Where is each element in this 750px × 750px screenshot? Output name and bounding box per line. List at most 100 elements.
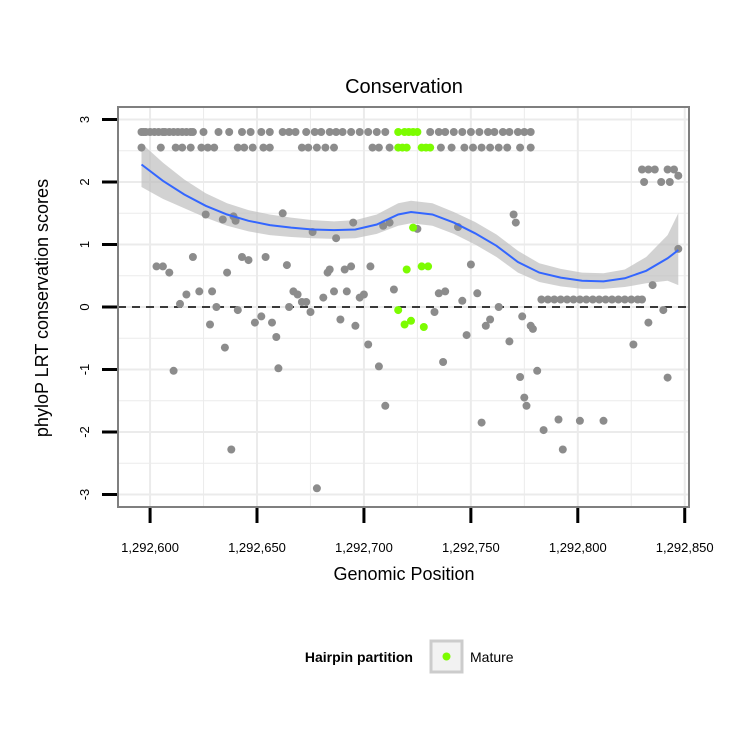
panel-border: [117, 106, 690, 508]
point-other: [304, 143, 313, 152]
point-other: [349, 218, 358, 227]
point-other: [188, 253, 197, 261]
point-other: [537, 295, 546, 304]
point-other: [203, 143, 212, 152]
point-other: [569, 295, 578, 304]
point-other: [325, 265, 334, 274]
point-other: [285, 128, 294, 136]
point-other: [317, 128, 326, 136]
point-other: [516, 373, 525, 381]
point-other: [601, 295, 610, 304]
y-tick-label: -3: [77, 489, 92, 501]
point-other: [469, 143, 477, 152]
point-mature: [417, 262, 426, 271]
point-other: [233, 306, 242, 315]
point-other: [366, 262, 375, 271]
point-other: [381, 128, 390, 136]
point-other: [257, 312, 266, 321]
point-other: [640, 178, 649, 186]
chart-title: Conservation: [345, 76, 463, 98]
point-other: [505, 128, 514, 136]
point-other: [638, 295, 646, 304]
point-other: [599, 416, 608, 425]
point-other: [494, 303, 503, 311]
point-other: [554, 415, 563, 424]
confidence-ribbon: [141, 143, 679, 289]
point-other: [259, 143, 268, 152]
point-other: [372, 128, 381, 136]
point-other: [340, 265, 349, 274]
point-other: [233, 143, 242, 152]
point-other: [310, 128, 319, 136]
y-tick-label: 3: [77, 116, 92, 123]
point-other: [268, 318, 276, 327]
point-other: [518, 312, 527, 321]
point-other: [498, 128, 507, 136]
point-other: [250, 318, 259, 327]
point-other: [364, 128, 373, 136]
point-other: [486, 143, 495, 152]
point-other: [240, 143, 249, 152]
point-other: [171, 143, 180, 152]
point-mature: [400, 320, 409, 329]
point-other: [210, 143, 219, 152]
point-other: [638, 165, 646, 174]
point-other: [520, 128, 529, 136]
point-mature: [409, 223, 418, 232]
point-other: [368, 143, 377, 152]
point-other: [511, 218, 520, 227]
point-other: [199, 128, 208, 136]
point-other: [441, 287, 450, 296]
point-other: [475, 128, 484, 136]
point-other: [575, 295, 584, 304]
point-other: [543, 295, 552, 304]
point-other: [426, 128, 435, 136]
point-other: [312, 143, 321, 152]
point-other: [319, 293, 328, 302]
y-tick-label: 2: [77, 178, 92, 185]
point-other: [325, 128, 334, 136]
point-other: [355, 128, 364, 136]
point-other: [490, 128, 499, 136]
point-other: [516, 143, 525, 152]
point-other: [389, 285, 398, 294]
point-other: [272, 333, 281, 341]
point-other: [293, 290, 302, 299]
point-other: [169, 366, 178, 375]
point-other: [374, 362, 383, 371]
x-tick-label: 1,292,800: [549, 540, 607, 555]
point-other: [297, 143, 306, 152]
point-other: [186, 143, 195, 152]
point-other: [447, 143, 456, 152]
x-axis-label: Genomic Position: [333, 564, 474, 584]
point-other: [364, 340, 373, 349]
point-other: [227, 445, 236, 454]
point-other: [526, 128, 535, 136]
point-other: [644, 318, 653, 327]
point-other: [466, 128, 475, 136]
point-other: [381, 401, 390, 410]
point-other: [430, 308, 439, 316]
point-other: [385, 218, 394, 227]
point-other: [520, 393, 529, 402]
point-other: [558, 445, 567, 454]
point-other: [321, 143, 330, 152]
point-other: [195, 287, 204, 296]
point-other: [477, 418, 486, 427]
point-other: [670, 165, 678, 174]
y-tick-label: 1: [77, 241, 92, 248]
point-other: [206, 320, 214, 329]
point-other: [201, 210, 210, 219]
point-other: [306, 308, 315, 316]
point-other: [484, 128, 492, 136]
point-other: [556, 295, 565, 304]
point-other: [278, 128, 287, 136]
point-other: [165, 268, 174, 277]
point-other: [674, 171, 683, 180]
point-other: [176, 299, 184, 308]
x-tick-label: 1,292,750: [442, 540, 500, 555]
point-other: [582, 295, 591, 304]
point-other: [244, 256, 253, 265]
point-other: [274, 364, 283, 373]
